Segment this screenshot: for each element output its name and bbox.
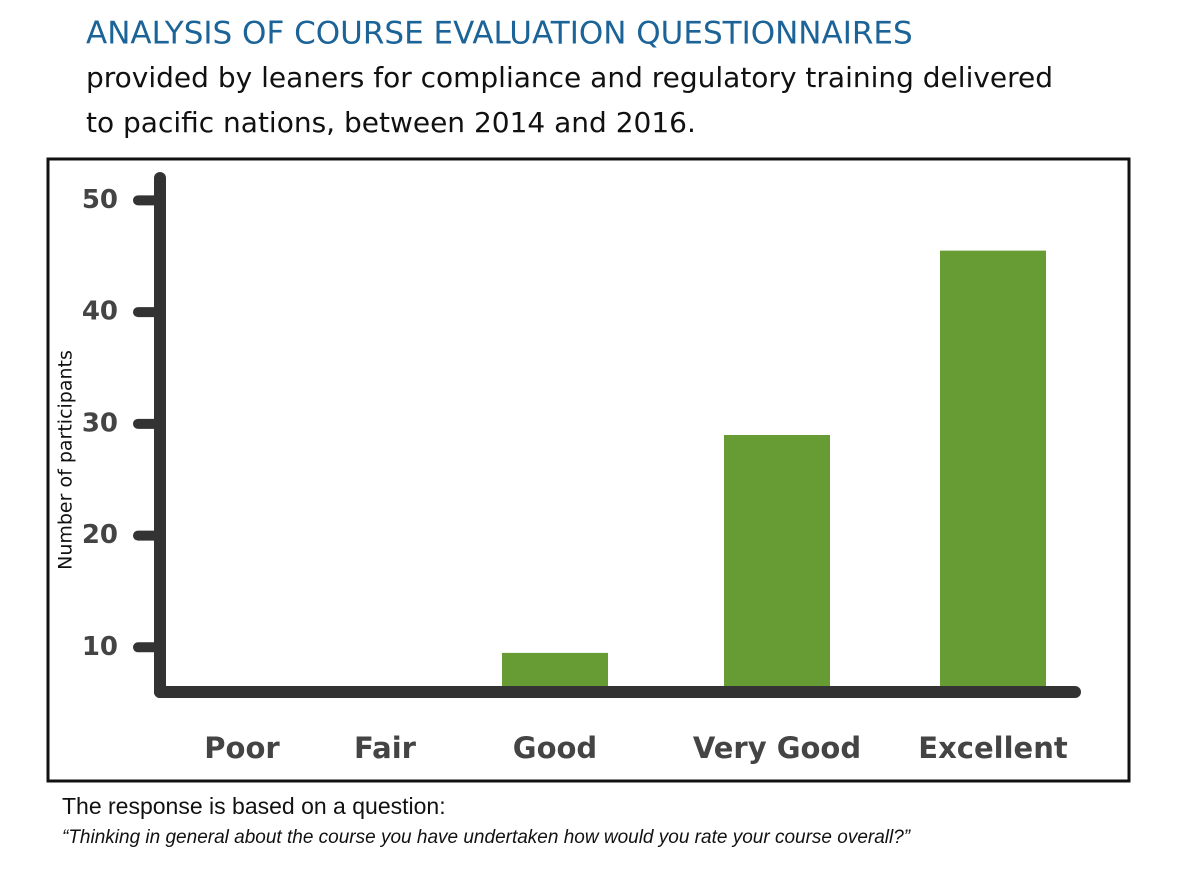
question: “Thinking in general about the course yo… [62,827,912,848]
y-tick-label: 50 [82,185,118,215]
x-tick-label: Fair [354,731,417,765]
bar [502,652,608,686]
y-tick-label: 30 [82,408,118,438]
bar [724,435,830,686]
bars [189,250,1046,692]
chart-title: ANALYSIS OF COURSE EVALUATION QUESTIONNA… [86,16,913,52]
y-tick-label: 40 [82,297,118,327]
x-tick-label: Good [513,731,597,765]
bar [940,250,1046,686]
y-axis-label: Number of participants [55,350,77,570]
chart-frame [46,157,1131,783]
y-tick-label: 10 [82,632,118,662]
x-tick-label: Poor [204,731,280,765]
chart-subtitle: to pacific nations, between 2014 and 201… [86,106,696,139]
y-tick-label: 20 [82,520,118,550]
x-tick-label: Excellent [918,731,1068,765]
x-tick-label: Very Good [693,731,861,765]
footnote: The response is based on a question: [62,793,446,819]
chart-subtitle: provided by leaners for compliance and r… [86,61,1053,94]
